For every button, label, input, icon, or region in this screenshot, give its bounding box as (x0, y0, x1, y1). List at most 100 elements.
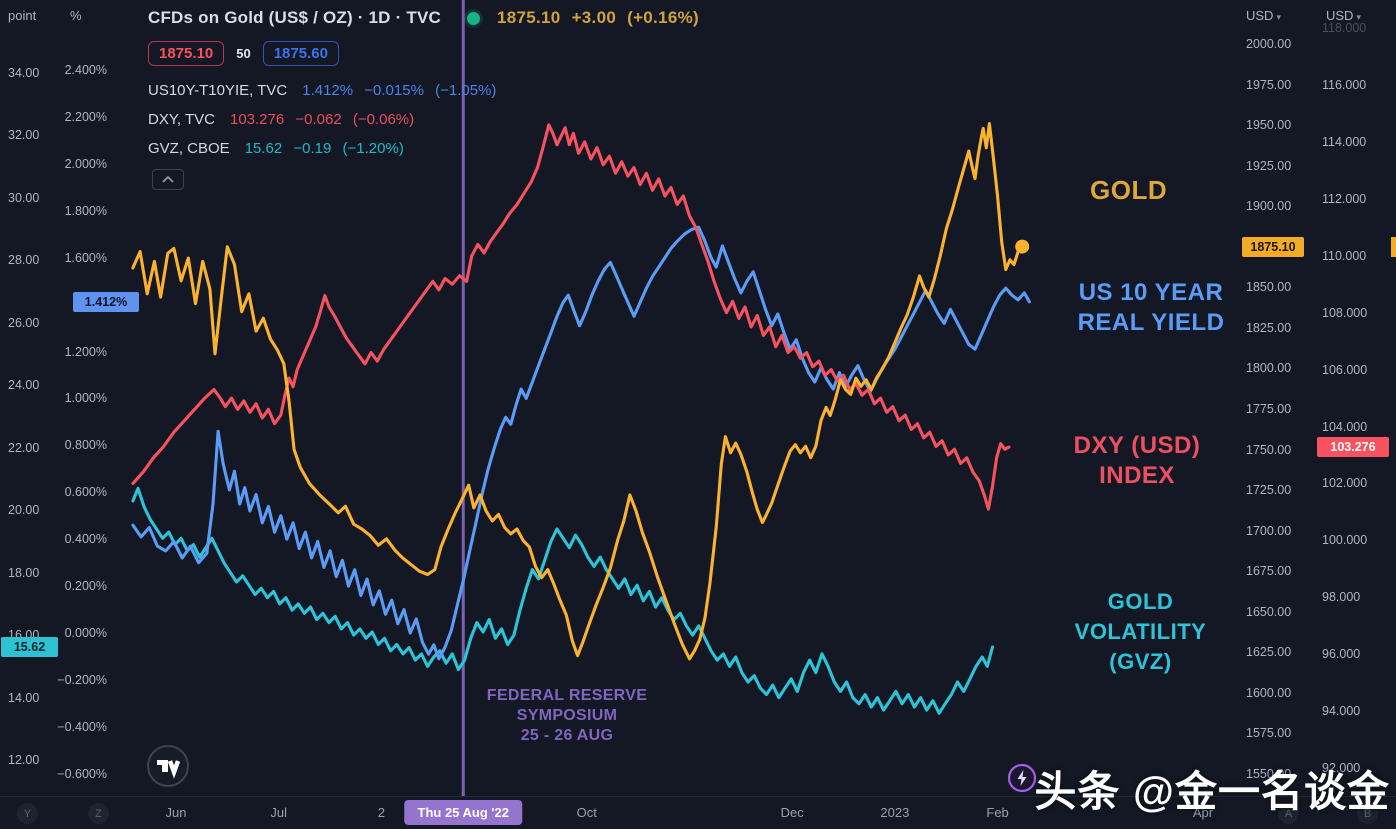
indicator-change: −0.015% (364, 82, 424, 99)
symbol-title: CFDs on Gold (US$ / OZ) · 1D · TVC (148, 8, 441, 27)
axis-tick: 26.00 (8, 315, 40, 330)
axis-tick: 34.00 (8, 66, 40, 80)
right-axis-unit-dxy[interactable]: USD ▾ (1326, 8, 1361, 23)
last-value-badge-dxy: 103.276 (1317, 437, 1389, 458)
indicator-row-us10y[interactable]: US10Y-T10YIE, TVC 1.412% −0.015% (−1.05%… (148, 82, 503, 99)
axis-tick: 2.000% (64, 156, 107, 171)
axis-tick: 1.800% (64, 203, 107, 218)
time-axis-label: Jun (165, 805, 187, 820)
axis-tick: 104.000 (1322, 419, 1368, 434)
axis-tick: 98.000 (1322, 590, 1361, 605)
last-value-badge-gold: 1875.10 (1242, 236, 1304, 257)
indicator-label: GVZ, CBOE (148, 140, 230, 157)
indicator-change-pct: (−1.05%) (435, 82, 497, 99)
scale-button-y[interactable]: Y (17, 803, 38, 824)
series-label-gold: GOLD (1090, 175, 1168, 205)
axis-tick: 1675.00 (1246, 564, 1292, 579)
series-label-line: INDEX (1099, 462, 1175, 489)
axis-tick: 0.400% (64, 532, 107, 547)
annotation-line: FEDERAL RESERVE (486, 687, 648, 704)
axis-tick-dim: 118.000 (1322, 21, 1367, 36)
gold-last-point-dot (1015, 239, 1030, 254)
axis-tick: 1900.00 (1246, 199, 1292, 214)
dxy-series-line[interactable] (131, 123, 1011, 511)
axis-tick: 1625.00 (1246, 645, 1292, 660)
indicator-values: 1.412% −0.015% (−1.05%) (302, 82, 503, 99)
axis-tick: 30.00 (8, 190, 40, 205)
price-scale-percent[interactable]: 2.400% 2.200% 2.000% 1.800% 1.600% 1.200% 1.00… (57, 0, 107, 796)
indicator-label: US10Y-T10YIE, TVC (148, 82, 288, 99)
flash-boost-button[interactable] (1006, 762, 1038, 794)
scale-button-b[interactable]: B (1357, 803, 1378, 824)
indicator-row-gvz[interactable]: GVZ, CBOE 15.62 −0.19 (−1.20%) (148, 140, 411, 157)
collapse-legend-button[interactable] (152, 169, 184, 190)
series-label-us10y: US 10 YEAR REAL YIELD (1060, 278, 1242, 338)
axis-tick: 1.000% (64, 391, 107, 406)
scale-button-a[interactable]: A (1278, 803, 1299, 824)
time-axis-label: 2 (377, 805, 386, 820)
axis-tick: 0.000% (64, 626, 107, 641)
axis-tick: 1850.00 (1246, 280, 1292, 295)
axis-tick: 1550.00 (1246, 766, 1292, 781)
last-price: 1875.10 (496, 8, 561, 27)
axis-tick: 1825.00 (1246, 320, 1292, 335)
annotation-line: SYMPOSIUM (516, 707, 618, 724)
axis-tick: 1925.00 (1246, 158, 1292, 173)
price-scale-gold-usd[interactable]: 2000.00 1975.00 1950.00 1925.00 1900.00 1850.… (1246, 0, 1306, 796)
axis-tick: 12.00 (8, 753, 40, 768)
indicator-value: 1.412% (302, 82, 354, 99)
axis-tick: 1575.00 (1246, 726, 1292, 741)
axis-tick: 1800.00 (1246, 361, 1292, 376)
tradingview-logo[interactable] (146, 744, 190, 788)
price-scale-dxy-usd[interactable]: 116.000 114.000 112.000 110.000 108.000 106.0… (1322, 0, 1390, 796)
axis-tick: 14.00 (8, 690, 40, 705)
right-axis-unit-gold[interactable]: USD ▾ (1246, 8, 1281, 23)
us10y-series-line[interactable] (131, 225, 1031, 661)
symbol-header-row[interactable]: CFDs on Gold (US$ / OZ) · 1D · TVC 1875.… (148, 8, 705, 28)
axis-tick: 28.00 (8, 253, 40, 268)
time-axis-label: 2023 (880, 805, 910, 820)
axis-tick: 1975.00 (1246, 77, 1292, 92)
axis-tick: 92.000 (1322, 761, 1361, 776)
time-axis-label: Feb (986, 805, 1009, 820)
left-axis-unit-point[interactable]: point (8, 8, 37, 23)
axis-tick: 2.200% (64, 109, 107, 124)
axis-tick: 2000.00 (1246, 37, 1292, 51)
time-axis[interactable]: Y Z A B Jun Jul 2 Oct Dec 2023 Feb Apr Thu 25 A… (0, 796, 1396, 829)
gold-series-line[interactable] (131, 121, 1024, 661)
last-value-badge-gvz: 15.62 (1, 637, 58, 657)
scale-button-z[interactable]: Z (88, 803, 109, 824)
market-status-icon (466, 11, 480, 25)
gvz-series-line[interactable] (131, 486, 995, 715)
axis-tick: 1775.00 (1246, 401, 1292, 416)
axis-tick: 24.00 (8, 378, 40, 393)
axis-tick: 112.000 (1322, 191, 1367, 206)
axis-tick: 108.000 (1322, 305, 1368, 320)
left-axis-unit-pct[interactable]: % (70, 8, 82, 23)
gold-badge-edge-sliver (1391, 236, 1396, 257)
price-change: +3.00 (571, 8, 617, 27)
axis-tick: 1950.00 (1246, 118, 1292, 133)
series-label-dxy: DXY (USD) INDEX (1058, 431, 1216, 491)
axis-tick: −0.600% (57, 766, 107, 781)
axis-tick: 1600.00 (1246, 685, 1292, 700)
time-axis-label: Apr (1192, 805, 1214, 820)
price-scale-point[interactable]: 34.00 32.00 30.00 28.00 26.00 24.00 22.00 20.00… (8, 0, 58, 796)
chevron-up-icon (162, 176, 174, 183)
right-dxy-unit-label: USD (1326, 8, 1354, 23)
axis-tick: 96.000 (1322, 647, 1361, 662)
sell-button[interactable]: 1875.10 (148, 41, 225, 66)
buy-button[interactable]: 1875.60 (262, 41, 339, 66)
indicator-change: −0.19 (293, 140, 332, 157)
last-value-badge-us10y: 1.412% (73, 291, 139, 312)
indicator-values: 103.276 −0.062 (−0.06%) (230, 111, 421, 128)
axis-tick: 1.200% (64, 344, 107, 359)
axis-tick: −0.200% (57, 672, 107, 687)
indicator-row-dxy[interactable]: DXY, TVC 103.276 −0.062 (−0.06%) (148, 111, 421, 128)
axis-tick: 94.000 (1322, 704, 1361, 719)
trade-buttons-row: 1875.10 50 1875.60 (148, 41, 339, 66)
axis-tick: 1750.00 (1246, 442, 1292, 457)
axis-tick: 1.600% (64, 250, 107, 265)
chart-plot-area[interactable] (0, 0, 1396, 796)
